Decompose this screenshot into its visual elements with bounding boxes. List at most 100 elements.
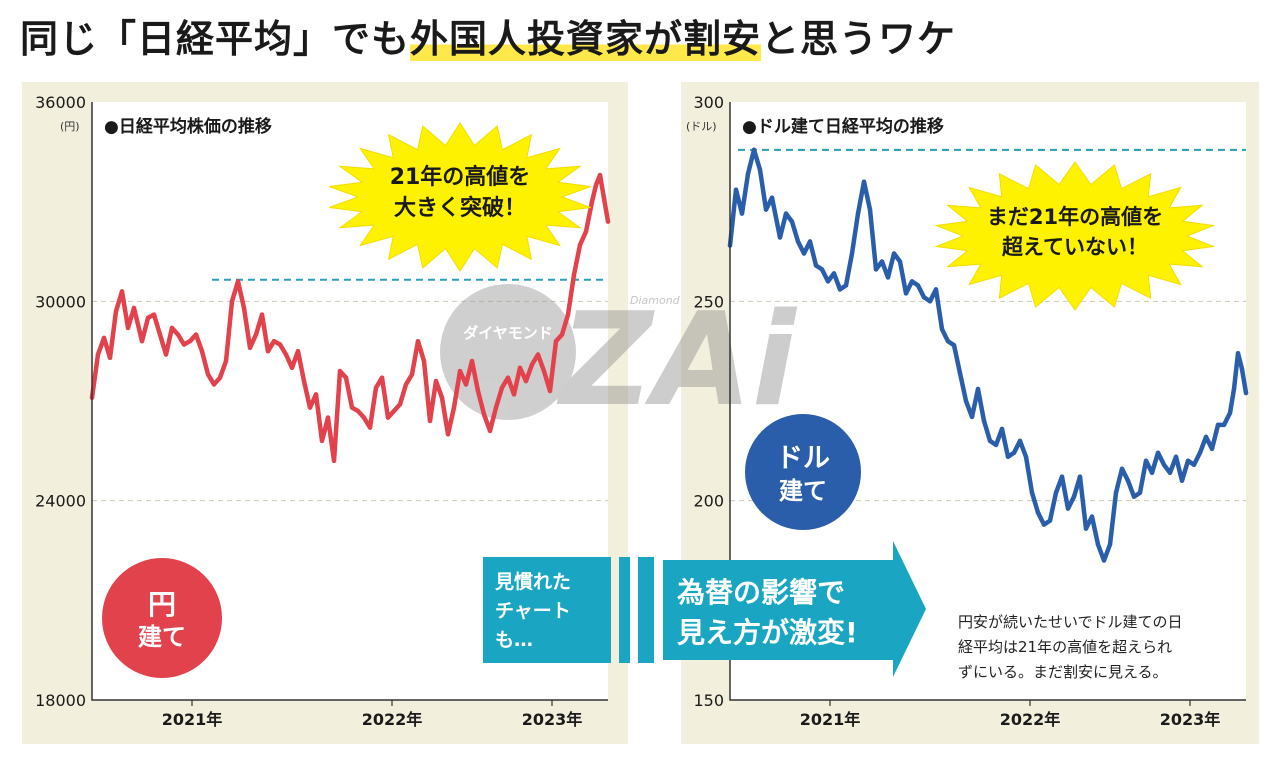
series-point [1137, 490, 1143, 495]
series-point [1083, 526, 1089, 531]
series-point [433, 378, 439, 384]
series-point [903, 291, 909, 296]
left-burst-shape [329, 122, 591, 272]
note-line3: ずにいる。まだ割安に見える。 [958, 663, 1168, 681]
yen-badge-line2: 建て [138, 623, 186, 651]
arrow-left-line2: チャート [495, 600, 571, 622]
series-point [957, 370, 963, 376]
series-point [1173, 454, 1179, 459]
series-point [831, 271, 837, 276]
series-point [397, 402, 403, 407]
series-point [259, 312, 265, 317]
series-point [1077, 474, 1083, 479]
transition-arrow: 見慣れた チャート も… 為替の影響で 見え方が激変! [483, 541, 926, 677]
arrow-stripe-2 [638, 557, 654, 663]
right-burst-line1: まだ21年の高値を [987, 205, 1163, 229]
series-point [211, 382, 217, 387]
arrow-left-line1: 見慣れた [495, 570, 571, 593]
series-point [385, 415, 391, 420]
series-point [313, 392, 319, 397]
series-point [1239, 366, 1245, 372]
series-point [427, 418, 433, 424]
series-point [553, 339, 559, 344]
series-point [125, 325, 131, 331]
series-point [463, 382, 469, 387]
series-point [265, 349, 271, 354]
series-point [319, 438, 325, 444]
headline-highlight: 外国人投資家が割安 [410, 17, 762, 61]
series-point [939, 327, 945, 332]
right-tick-labels: 150 200 250 300 2021年 2022年 2023年 [693, 93, 1220, 729]
series-point [1143, 458, 1149, 463]
series-point [415, 339, 421, 344]
series-point [1149, 470, 1155, 475]
series-point [1155, 450, 1161, 455]
watermark-tiny: Diamond [630, 294, 681, 307]
series-point [593, 182, 599, 188]
series-point [119, 289, 125, 294]
right-burst-line2: 超えていない！ [1002, 235, 1148, 259]
series-point [879, 259, 885, 264]
series-point [825, 279, 831, 284]
series-point [559, 332, 565, 337]
right-burst: まだ21年の高値を 超えていない！ [934, 161, 1216, 311]
series-point [819, 267, 825, 272]
series-point [457, 368, 463, 374]
arrow-stripe-1 [619, 557, 630, 663]
series-point [981, 418, 987, 424]
series-point [229, 299, 235, 304]
note-line2: 経平均は21年の高値を超えられ [958, 638, 1172, 656]
right-chart-title: ●ドル建て日経平均の推移 [742, 116, 944, 137]
series-point [777, 235, 783, 240]
series-point [523, 378, 529, 384]
series-point [849, 251, 855, 256]
series-point [481, 412, 487, 417]
headline-plain: 同じ「日経平均」でも [20, 17, 411, 61]
series-point [861, 179, 867, 184]
series-point [547, 388, 553, 394]
series-point [1209, 446, 1215, 451]
series-point [1059, 474, 1065, 479]
dollar-badge: ドル 建て [745, 414, 861, 530]
series-point [807, 239, 813, 244]
headline-tail: と思うワケ [761, 17, 957, 61]
series-point [451, 405, 457, 410]
series-point [1215, 422, 1221, 428]
x-tick-label: 2023年 [1160, 710, 1221, 729]
series-point [499, 385, 505, 390]
series-point [343, 375, 349, 380]
series-point [271, 339, 277, 344]
series-point [493, 405, 499, 410]
left-burst-line1: 21年の高値を [390, 164, 531, 190]
x-tick-label: 2022年 [362, 710, 423, 729]
series-point [421, 358, 427, 364]
series-point [373, 385, 379, 390]
series-point [181, 342, 187, 347]
x-tick-label: 2022年 [1000, 710, 1061, 729]
series-point [1023, 454, 1029, 459]
series-point [1047, 518, 1053, 523]
series-point [1017, 438, 1023, 444]
series-point [1011, 450, 1017, 455]
series-point [733, 187, 739, 192]
series-point [1167, 470, 1173, 475]
series-point [403, 382, 409, 387]
series-point [891, 251, 897, 256]
series-point [253, 332, 259, 337]
series-point [783, 211, 789, 216]
series-point [795, 239, 801, 244]
series-point [107, 355, 113, 360]
series-point [975, 386, 981, 392]
yen-badge-line1: 円 [148, 588, 176, 621]
right-unit-label: (ドル) [686, 120, 717, 133]
dollar-badge-circle [745, 414, 861, 530]
series-point [1235, 351, 1241, 356]
series-point [391, 408, 397, 414]
x-tick-label: 2023年 [522, 710, 583, 729]
series-point [951, 343, 957, 348]
series-point [583, 229, 589, 234]
series-point [517, 365, 523, 370]
watermark-logo: ZAi [556, 286, 798, 435]
series-point [757, 167, 763, 172]
series-point [1005, 454, 1011, 459]
